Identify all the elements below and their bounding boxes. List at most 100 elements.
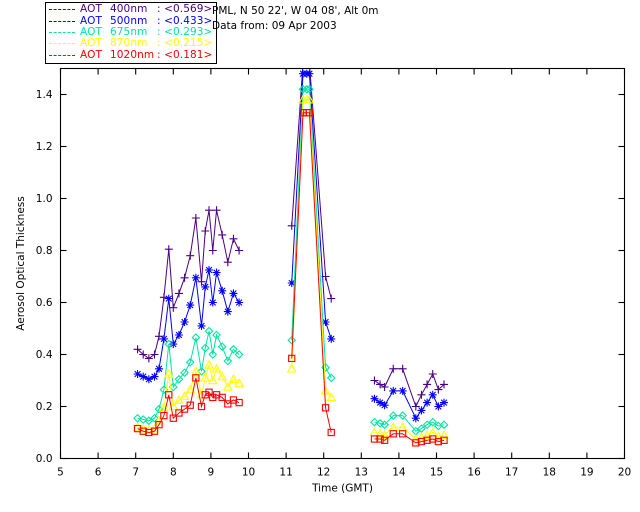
legend-label: AOT 870nm: <0.215> bbox=[80, 37, 213, 50]
data-marker bbox=[179, 390, 190, 400]
series-aot-400nm bbox=[133, 59, 449, 411]
data-marker bbox=[228, 374, 239, 383]
data-marker bbox=[211, 363, 222, 373]
data-marker bbox=[399, 430, 407, 438]
data-marker bbox=[144, 416, 154, 426]
data-marker bbox=[398, 386, 407, 395]
data-marker bbox=[200, 372, 211, 382]
data-marker bbox=[380, 401, 389, 410]
x-tick-label: 19 bbox=[580, 467, 593, 479]
data-marker bbox=[305, 59, 313, 67]
data-marker bbox=[174, 374, 184, 384]
data-marker bbox=[180, 368, 189, 378]
data-marker bbox=[298, 84, 308, 94]
data-marker bbox=[208, 246, 217, 255]
plot-frame bbox=[59, 67, 626, 460]
legend-item: AOT 675nm: <0.293> bbox=[49, 25, 213, 38]
data-marker bbox=[197, 277, 206, 286]
data-marker bbox=[321, 318, 330, 326]
data-marker bbox=[163, 368, 174, 378]
data-marker bbox=[305, 109, 314, 117]
data-marker bbox=[376, 380, 385, 389]
data-marker bbox=[234, 350, 244, 359]
series-aot-1020nm bbox=[133, 109, 448, 447]
y-tick-label: 0.8 bbox=[36, 245, 53, 257]
data-marker bbox=[186, 401, 194, 409]
legend-item: AOT 500nm: <0.433> bbox=[49, 15, 212, 26]
data-marker bbox=[423, 436, 431, 444]
y-tick-label: 1.4 bbox=[36, 89, 53, 101]
plot-header: PML, N 50 22', W 04 08', Alt 0m Data fro… bbox=[212, 4, 379, 34]
legend-item: AOT 400nm: <0.569> bbox=[49, 4, 212, 15]
data-marker bbox=[186, 301, 195, 310]
data-marker bbox=[326, 392, 337, 402]
data-marker bbox=[164, 339, 174, 349]
x-tick-label: 18 bbox=[543, 467, 556, 479]
data-marker bbox=[229, 289, 238, 298]
data-marker bbox=[439, 420, 449, 430]
data-marker bbox=[205, 266, 214, 274]
data-marker bbox=[321, 404, 330, 412]
data-marker bbox=[229, 344, 238, 354]
data-marker bbox=[370, 417, 379, 427]
data-marker bbox=[389, 430, 397, 438]
data-marker bbox=[145, 428, 153, 437]
data-marker bbox=[380, 383, 389, 391]
data-marker bbox=[169, 340, 178, 349]
data-marker bbox=[159, 293, 168, 302]
data-marker bbox=[440, 380, 449, 389]
data-marker bbox=[388, 411, 398, 420]
data-marker bbox=[222, 381, 233, 391]
x-tick-label: 13 bbox=[355, 467, 368, 479]
y-tick-label: 1.0 bbox=[36, 193, 53, 205]
data-marker bbox=[160, 411, 168, 420]
data-marker bbox=[389, 364, 398, 373]
y-tick-label: 0.0 bbox=[36, 453, 53, 465]
legend-label: AOT 675nm: <0.293> bbox=[80, 25, 213, 38]
y-tick-label: 0.4 bbox=[36, 349, 53, 361]
series-aot-500nm bbox=[133, 69, 449, 423]
data-marker bbox=[303, 59, 311, 67]
data-marker bbox=[185, 357, 195, 367]
data-marker bbox=[288, 354, 296, 363]
x-tick-label: 17 bbox=[505, 467, 518, 479]
data-marker bbox=[299, 59, 307, 67]
data-marker bbox=[175, 409, 183, 417]
x-tick-label: 8 bbox=[170, 467, 177, 479]
data-marker bbox=[204, 326, 214, 336]
legend-label: AOT 500nm: <0.433> bbox=[80, 14, 213, 27]
data-marker bbox=[150, 350, 159, 359]
data-marker bbox=[417, 424, 426, 433]
data-marker bbox=[169, 414, 177, 422]
data-marker bbox=[417, 390, 426, 399]
data-marker bbox=[150, 413, 159, 423]
data-marker bbox=[133, 413, 142, 423]
y-tick-label: 0.6 bbox=[36, 297, 53, 309]
data-marker bbox=[320, 385, 331, 395]
data-marker bbox=[205, 206, 214, 215]
legend-item: AOT 1020nm: <0.181> bbox=[49, 49, 212, 61]
data-marker bbox=[174, 289, 183, 298]
data-marker bbox=[305, 84, 314, 94]
data-marker bbox=[201, 227, 210, 235]
data-marker bbox=[422, 420, 432, 430]
data-marker bbox=[412, 439, 420, 447]
data-marker bbox=[417, 437, 426, 446]
data-marker bbox=[327, 294, 336, 303]
data-marker bbox=[287, 335, 297, 345]
data-marker bbox=[370, 394, 379, 403]
data-marker bbox=[302, 84, 312, 94]
data-date-line: Data from: 09 Apr 2003 bbox=[212, 20, 337, 32]
data-marker bbox=[192, 374, 200, 382]
data-marker bbox=[224, 400, 232, 408]
legend-line-swatch bbox=[49, 31, 75, 33]
data-marker bbox=[218, 393, 226, 402]
data-marker bbox=[375, 419, 385, 428]
data-marker bbox=[144, 375, 153, 384]
data-marker bbox=[217, 371, 228, 381]
data-marker bbox=[201, 282, 210, 291]
data-marker bbox=[411, 402, 420, 411]
data-marker bbox=[180, 318, 189, 326]
y-tick-label: 0.2 bbox=[36, 401, 53, 413]
data-marker bbox=[428, 417, 438, 427]
